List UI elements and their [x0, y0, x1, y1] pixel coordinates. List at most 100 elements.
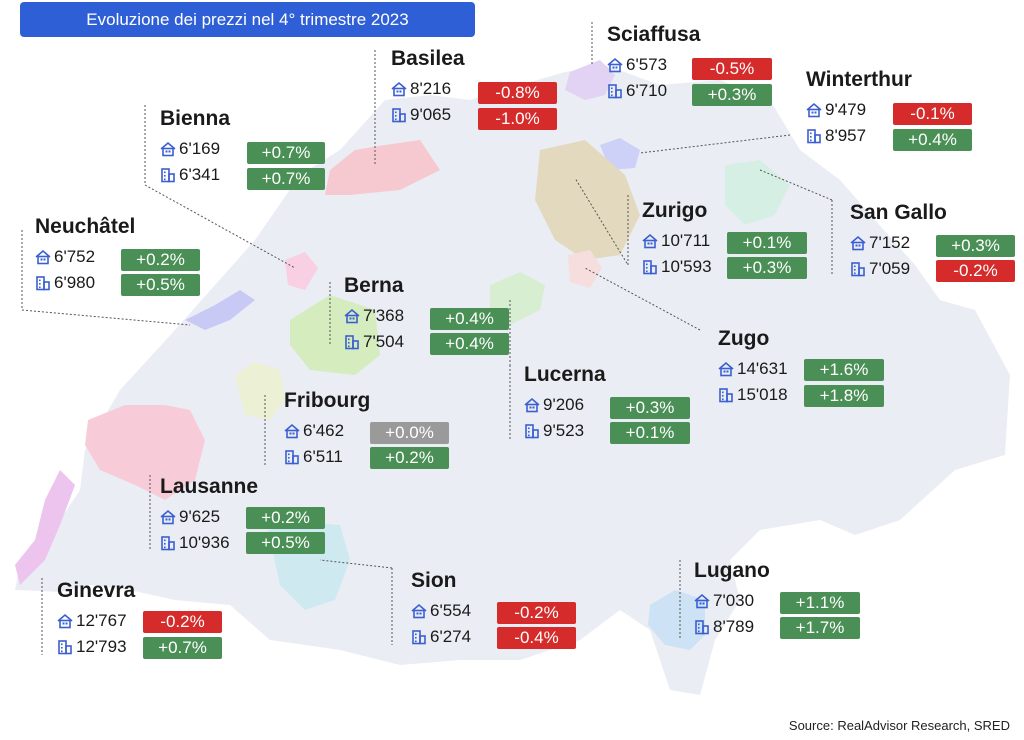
city-name: Winterthur — [806, 68, 912, 91]
apartment-price: 9'206 — [543, 395, 585, 414]
apartment-icon — [344, 308, 360, 324]
house-icon — [284, 449, 300, 465]
city-name: Berna — [344, 274, 404, 297]
apartment-price: 6'752 — [54, 247, 96, 266]
house-price: 6'710 — [626, 81, 668, 100]
house-change-badge: +0.1% — [610, 422, 690, 444]
region-ginevra — [15, 470, 75, 585]
apartment-change-badge: +0.0% — [370, 422, 449, 444]
apartment-price: 6'169 — [179, 139, 221, 158]
house-price: 8'957 — [825, 126, 867, 145]
region-basilea — [325, 140, 440, 195]
city-name: Basilea — [391, 47, 465, 70]
apartment-price: 6'573 — [626, 55, 668, 74]
apartment-price: 12'767 — [76, 611, 127, 630]
house-change-badge: +1.8% — [804, 385, 884, 407]
city-basilea: Basilea 8'216 9'065 -0.8% -1.0% — [391, 46, 557, 130]
city-lucerna: Lucerna 9'206 9'523 +0.3% +0.1% — [524, 362, 690, 444]
region-sangallo — [725, 160, 790, 225]
house-change-badge: +0.5% — [246, 532, 325, 554]
leader-winterthur — [639, 134, 791, 154]
house-icon — [718, 387, 734, 403]
region-lugano — [648, 590, 705, 650]
leader-sion — [319, 559, 393, 645]
apartment-icon — [607, 57, 623, 73]
city-bienna: Bienna 6'169 6'341 +0.7% +0.7% — [160, 106, 325, 190]
apartment-change-badge: +0.2% — [246, 507, 325, 529]
apartment-change-badge: +0.7% — [247, 142, 325, 164]
city-winterthur: Winterthur 9'479 8'957 -0.1% +0.4% — [806, 67, 972, 151]
city-name: Lausanne — [160, 475, 259, 498]
city-name: Zurigo — [642, 199, 708, 222]
city-berna: Berna 7'368 7'504 +0.4% +0.4% — [344, 273, 509, 355]
apartment-price: 10'711 — [661, 231, 711, 250]
apartment-price: 8'216 — [410, 79, 452, 98]
house-icon — [694, 619, 710, 635]
house-change-badge: +0.3% — [692, 84, 772, 106]
house-change-badge: +0.3% — [727, 257, 807, 279]
city-name: Bienna — [160, 107, 231, 130]
city-name: Ginevra — [57, 579, 136, 602]
apartment-icon — [160, 509, 176, 525]
apartment-price: 14'631 — [737, 359, 788, 378]
house-icon — [411, 629, 427, 645]
apartment-icon — [411, 603, 427, 619]
house-icon — [160, 535, 176, 551]
house-icon — [344, 334, 360, 350]
apartment-change-badge: -0.1% — [893, 103, 972, 125]
city-zurigo: Zurigo 10'711 10'593 +0.1% +0.3% — [642, 198, 807, 280]
apartment-change-badge: -0.2% — [143, 611, 222, 633]
apartment-icon — [57, 613, 73, 629]
apartment-icon — [718, 361, 734, 377]
house-change-badge: +0.4% — [893, 129, 972, 151]
house-change-badge: +0.5% — [121, 274, 200, 296]
apartment-change-badge: +0.3% — [936, 235, 1015, 257]
house-change-badge: +0.2% — [370, 447, 449, 469]
house-price: 12'793 — [76, 637, 127, 656]
city-name: Lugano — [694, 559, 770, 582]
apartment-price: 7'152 — [869, 233, 911, 252]
house-price: 7'059 — [869, 259, 911, 278]
apartment-price: 7'368 — [363, 306, 405, 325]
city-sion: Sion 6'554 6'274 -0.2% -0.4% — [411, 568, 576, 650]
leader-zurigo — [574, 177, 629, 267]
house-price: 6'341 — [179, 165, 221, 184]
city-name: Sciaffusa — [607, 23, 701, 46]
region-lausanne — [85, 405, 205, 500]
city-lausanne: Lausanne 9'625 10'936 +0.2% +0.5% — [160, 474, 325, 556]
leader-lines — [21, 22, 833, 655]
house-price: 6'980 — [54, 273, 96, 292]
city-name: Fribourg — [284, 389, 371, 412]
apartment-price: 9'479 — [825, 100, 867, 119]
city-name: Sion — [411, 569, 457, 592]
house-price: 7'504 — [363, 332, 405, 351]
house-change-badge: +0.7% — [143, 637, 222, 659]
house-price: 15'018 — [737, 385, 788, 404]
apartment-change-badge: -0.5% — [692, 58, 772, 80]
house-change-badge: -0.2% — [936, 260, 1015, 282]
house-icon — [850, 261, 866, 277]
region-sciaffusa — [565, 60, 615, 100]
house-price: 10'936 — [179, 533, 230, 552]
region-bienna — [285, 252, 318, 290]
region-neuchatel — [185, 290, 255, 330]
city-name: San Gallo — [850, 201, 947, 224]
city-zugo: Zugo 14'631 15'018 +1.6% +1.8% — [718, 326, 884, 408]
apartment-icon — [284, 423, 300, 439]
apartment-price: 7'030 — [713, 591, 755, 610]
house-icon — [642, 259, 658, 275]
house-change-badge: +0.4% — [430, 333, 509, 355]
house-icon — [524, 423, 540, 439]
apartment-change-badge: +1.1% — [780, 592, 860, 614]
city-lugano: Lugano 7'030 8'789 +1.1% +1.7% — [694, 558, 860, 640]
apartment-icon — [35, 249, 51, 265]
apartment-icon — [160, 141, 176, 157]
apartment-change-badge: +0.4% — [430, 308, 509, 330]
city-sciaffusa: Sciaffusa 6'573 6'710 -0.5% +0.3% — [607, 22, 772, 106]
house-change-badge: -0.4% — [497, 627, 576, 649]
apartment-price: 6'554 — [430, 601, 472, 620]
house-price: 10'593 — [661, 257, 712, 276]
leader-sangallo — [759, 169, 833, 275]
apartment-price: 9'625 — [179, 507, 221, 526]
house-icon — [57, 639, 73, 655]
